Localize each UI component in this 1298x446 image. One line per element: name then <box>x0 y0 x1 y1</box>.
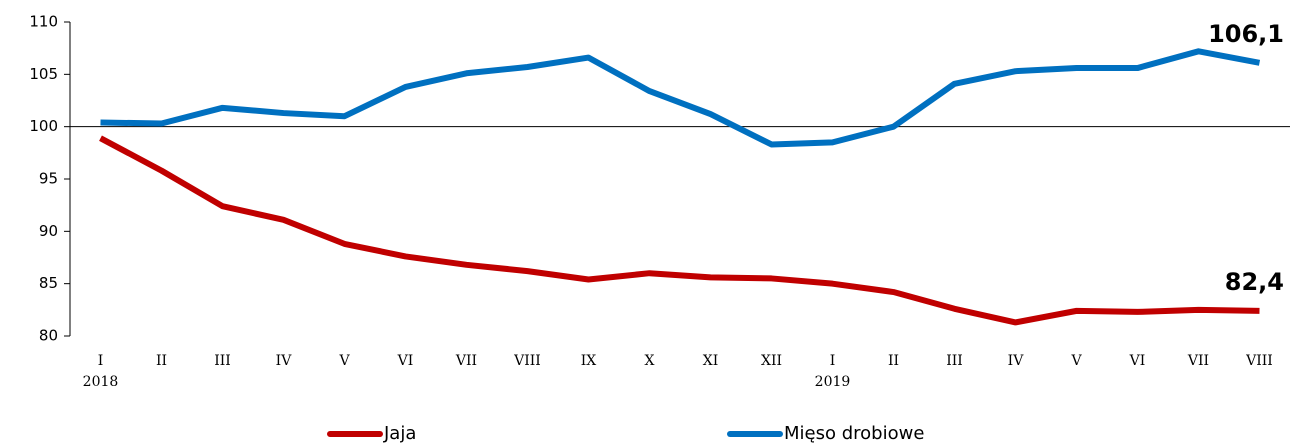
y-tick-label: 100 <box>29 117 58 135</box>
x-tick-label: I <box>98 353 104 369</box>
x-tick-label: VI <box>397 353 414 369</box>
x-tick-label: II <box>156 353 167 369</box>
y-tick-label: 85 <box>39 274 58 292</box>
y-tick-label: 95 <box>39 170 58 188</box>
x-tick-label: II <box>888 353 899 369</box>
x-group-label: 2018 <box>83 374 119 390</box>
x-tick-label: IV <box>1008 353 1025 369</box>
x-tick-label: VIII <box>1245 353 1273 369</box>
legend-label: Mięso drobiowe <box>784 423 924 444</box>
x-tick-label: VII <box>455 353 477 369</box>
x-tick-label: III <box>214 353 231 369</box>
x-tick-label: VIII <box>513 353 541 369</box>
x-group-label: 2019 <box>815 374 851 390</box>
x-tick-label: VII <box>1187 353 1209 369</box>
y-tick-label: 110 <box>29 13 58 31</box>
end-label: 82,4 <box>1225 268 1284 296</box>
x-tick-label: IV <box>276 353 293 369</box>
x-tick-label: V <box>338 353 350 369</box>
y-tick-label: 105 <box>29 65 58 83</box>
x-tick-label: XI <box>703 353 719 369</box>
x-tick-label: III <box>946 353 963 369</box>
line-series <box>99 135 1260 326</box>
end-label: 106,1 <box>1208 20 1284 48</box>
x-tick-label: IX <box>581 353 597 369</box>
x-tick-label: V <box>1070 353 1082 369</box>
x-tick-label: I <box>830 353 836 369</box>
x-tick-label: XII <box>761 353 782 369</box>
line-series <box>100 48 1261 148</box>
legend-label: Jaja <box>383 423 416 444</box>
x-tick-label: VI <box>1129 353 1146 369</box>
y-tick-label: 90 <box>39 222 58 240</box>
x-tick-label: X <box>645 353 655 369</box>
y-tick-label: 80 <box>39 327 58 345</box>
